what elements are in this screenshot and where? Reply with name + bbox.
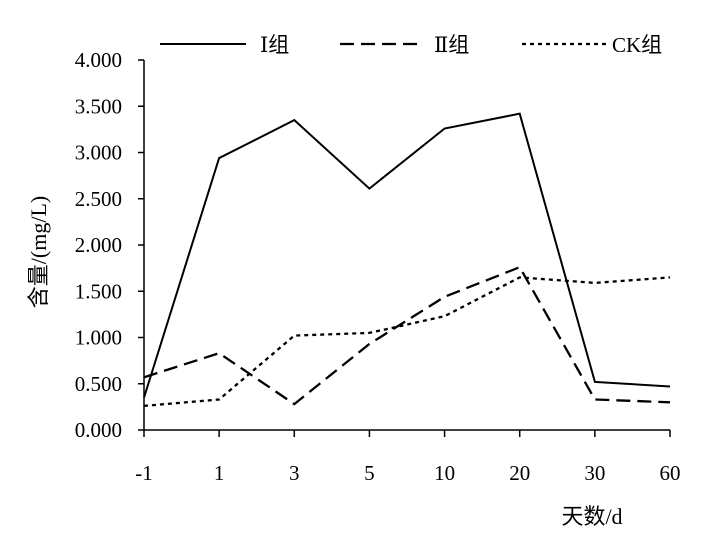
y-tick-label: 2.500 [75,187,122,211]
legend-item: Ⅰ组 [160,33,289,57]
series-line [143,265,671,406]
y-axis: 0.000 0.500 1.000 1.500 2.000 2.500 3.000 3.500… [75,48,145,442]
y-tick-label: 0.000 [75,418,122,442]
y-tick-label: 3.000 [75,141,122,165]
legend-item: Ⅱ组 [340,33,469,57]
x-tick-label: 30 [584,461,605,485]
series-1 [143,112,671,398]
x-tick-label: 10 [434,461,455,485]
x-tick-label: 60 [660,461,681,485]
legend-label: Ⅰ组 [260,33,289,57]
y-axis-label: 含量/(mg/L) [26,196,51,308]
series-line [143,276,671,408]
legend-item: CK组 [522,33,662,57]
legend-label: CK组 [612,33,662,57]
x-tick-label: 20 [509,461,530,485]
y-tick-label: 1.500 [75,279,122,303]
x-axis: -1 1 3 5 10 20 30 60 [135,429,681,485]
x-tick-label: 1 [214,461,225,485]
legend: Ⅰ组 Ⅱ组 CK组 [160,33,662,57]
series-2 [143,265,671,406]
y-tick-label: 1.000 [75,326,122,350]
y-tick-label: 3.500 [75,94,122,118]
series-line [143,112,671,398]
series-layer [143,112,671,408]
x-tick-label: 5 [364,461,375,485]
x-tick-label: -1 [135,461,153,485]
legend-label: Ⅱ组 [434,33,469,57]
series-3 [143,276,671,408]
x-axis-label: 天数/d [561,504,622,529]
y-tick-label: 2.000 [75,233,122,257]
y-tick-label: 0.500 [75,372,122,396]
y-tick-label: 4.000 [75,48,122,72]
x-tick-label: 3 [289,461,300,485]
